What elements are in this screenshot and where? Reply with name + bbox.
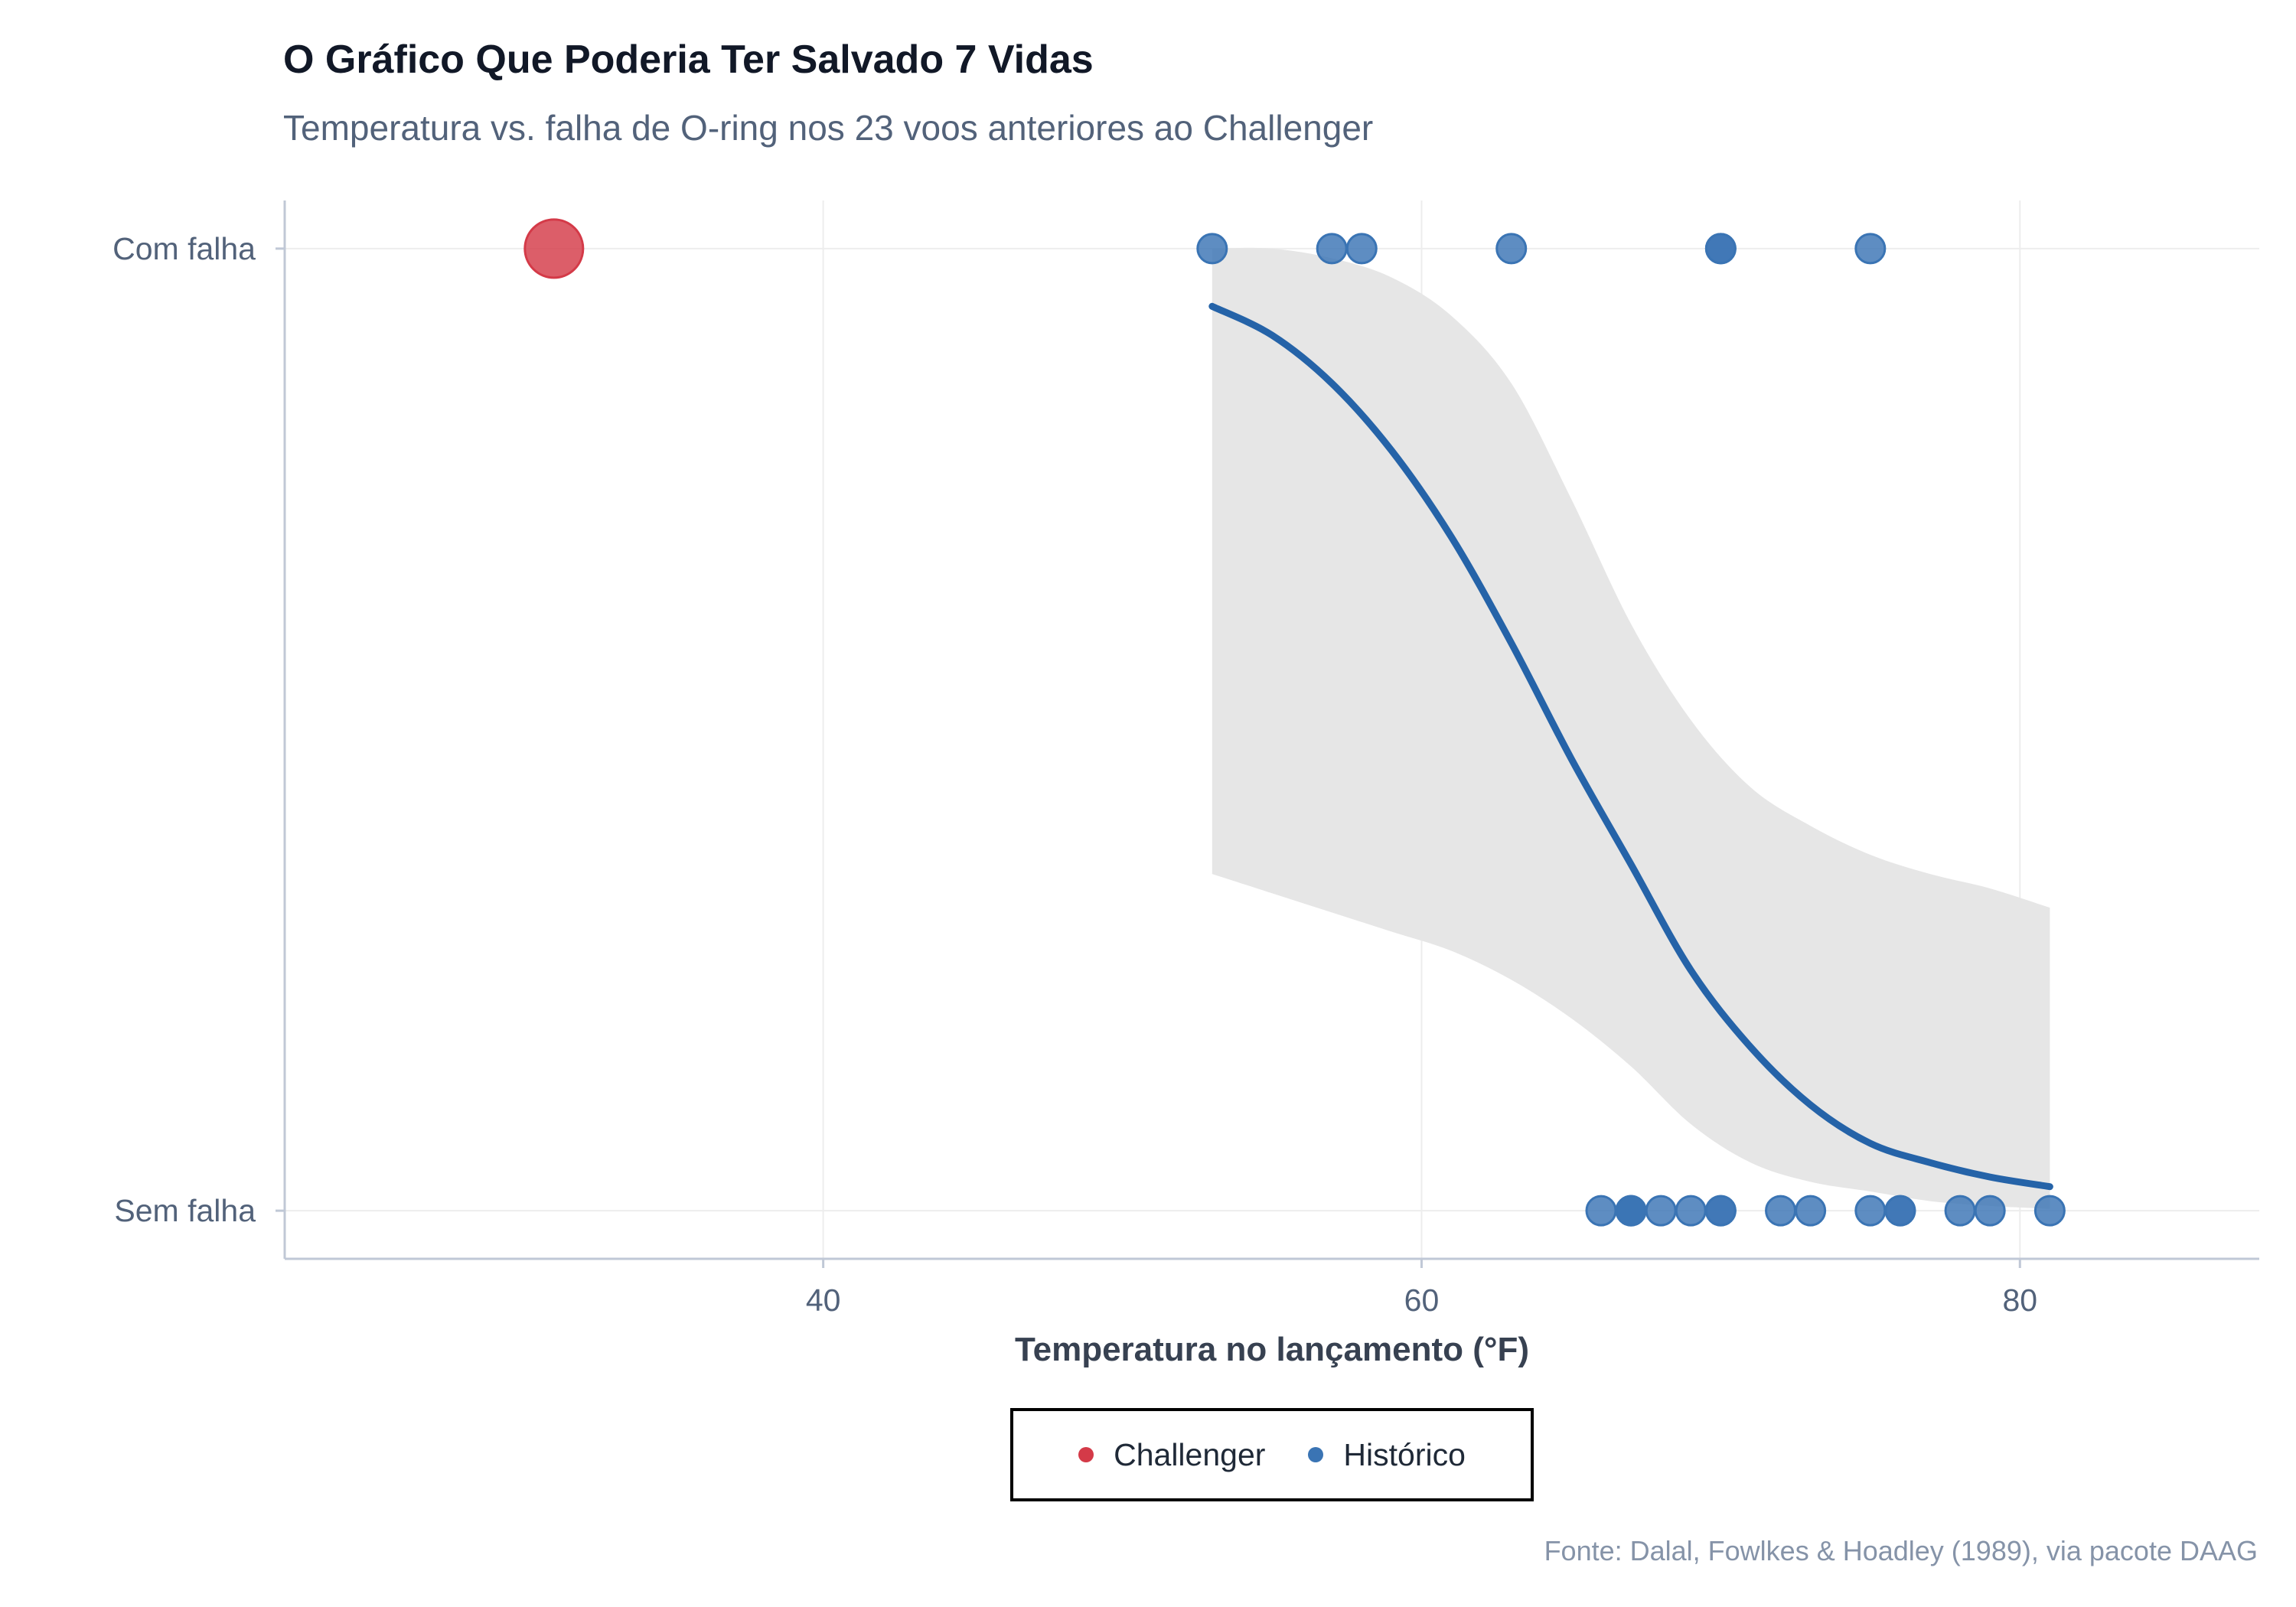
legend: Challenger Histórico (1010, 1408, 1534, 1501)
historico-point (1704, 1195, 1737, 1227)
historico-point (1704, 233, 1737, 265)
legend-key-challenger (1078, 1447, 1094, 1462)
y-tick-label: Com falha (113, 231, 256, 266)
challenger-point (523, 218, 585, 279)
fit-curve (1208, 302, 2053, 1191)
x-tick-label: 80 (2002, 1283, 2037, 1318)
historico-point (1765, 1195, 1797, 1227)
chart-title: O Gráfico Que Poderia Ter Salvado 7 Vida… (283, 37, 1094, 82)
historico-point (1675, 1195, 1707, 1227)
historico-point (1795, 1195, 1827, 1227)
historico-point (1316, 233, 1348, 265)
y-tick-label: Sem falha (114, 1193, 256, 1228)
historico-point (1645, 1195, 1677, 1227)
historico-point (1345, 233, 1378, 265)
historico-point (1854, 233, 1887, 265)
legend-key-historico (1308, 1447, 1324, 1462)
historico-point (2033, 1195, 2066, 1227)
historico-point (1196, 233, 1228, 265)
x-tick-label: 60 (1404, 1283, 1440, 1318)
historico-point (1495, 233, 1528, 265)
axes (276, 200, 2259, 1268)
legend-item-challenger: Challenger (1078, 1437, 1265, 1473)
tick-labels: 40 60 80 Sem falha Com falha (113, 231, 2037, 1318)
historico-point (1615, 1195, 1647, 1227)
legend-label-historico: Histórico (1343, 1436, 1466, 1472)
x-axis-label: Temperatura no lançamento (°F) (1015, 1331, 1529, 1368)
historico-point (1974, 1195, 2006, 1227)
legend-item-historico: Histórico (1308, 1436, 1466, 1473)
historico-point (1585, 1195, 1617, 1227)
chart-subtitle: Temperatura vs. falha de O-ring nos 23 v… (283, 108, 1374, 148)
legend-label-challenger: Challenger (1114, 1436, 1266, 1472)
x-tick-label: 40 (806, 1283, 841, 1318)
chart-caption: Fonte: Dalal, Fowlkes & Hoadley (1989), … (1544, 1535, 2258, 1566)
historico-point (1884, 1195, 1916, 1227)
points-layer (523, 218, 2066, 1227)
historico-point (1854, 1195, 1887, 1227)
fit-curve-layer (1208, 302, 2053, 1191)
historico-point (1944, 1195, 1976, 1227)
